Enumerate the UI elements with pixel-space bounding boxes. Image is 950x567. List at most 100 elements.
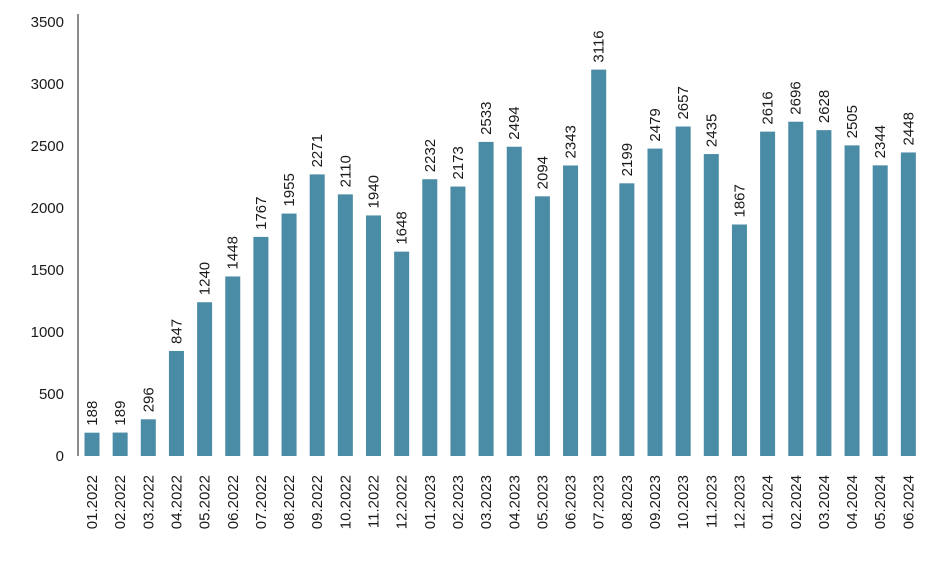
y-tick-label: 1500 (31, 262, 64, 279)
data-label: 1767 (253, 197, 270, 230)
data-label: 2271 (309, 134, 326, 167)
bar (225, 276, 241, 456)
x-tick-label: 04.2023 (506, 475, 523, 529)
x-tick-label: 06.2024 (900, 475, 917, 529)
data-label: 2628 (816, 90, 833, 123)
y-tick-label: 500 (39, 386, 64, 403)
bar (534, 196, 550, 456)
bar (619, 183, 635, 456)
data-label: 296 (140, 387, 157, 412)
data-label: 188 (84, 401, 101, 426)
bar (844, 145, 860, 456)
y-tick-label: 2500 (31, 138, 64, 155)
bar (140, 419, 156, 456)
bar (563, 165, 579, 456)
x-tick-label: 12.2023 (731, 475, 748, 529)
x-tick-label: 10.2023 (675, 475, 692, 529)
data-label: 2657 (675, 86, 692, 119)
data-label: 1867 (731, 184, 748, 217)
data-label: 2110 (337, 155, 354, 187)
x-tick-label: 03.2024 (816, 475, 833, 529)
bar (900, 152, 916, 456)
x-tick-label: 05.2022 (197, 475, 214, 529)
bar (197, 302, 213, 456)
x-tick-label: 11.2022 (366, 475, 383, 528)
x-tick-label: 05.2024 (872, 475, 889, 529)
bar (591, 69, 607, 456)
data-label: 2435 (703, 114, 720, 147)
data-label: 2344 (872, 125, 889, 158)
data-label: 3116 (591, 30, 608, 62)
x-axis-ticks: 01.2022 02.2022 03.2022 04.2022 05.2022 06.20… (84, 475, 917, 529)
y-tick-label: 3000 (31, 76, 64, 93)
x-tick-label: 06.2022 (225, 475, 242, 529)
data-label: 2494 (506, 106, 523, 139)
bar (647, 148, 663, 456)
data-label: 2094 (534, 156, 551, 189)
data-label: 2616 (760, 91, 777, 124)
data-label: 2696 (788, 81, 805, 114)
x-tick-label: 04.2022 (168, 475, 185, 529)
bar (253, 236, 269, 456)
data-label: 2479 (647, 108, 664, 141)
data-label: 2173 (450, 146, 467, 179)
x-tick-label: 01.2023 (422, 475, 439, 529)
bar (872, 165, 888, 456)
y-tick-label: 1000 (31, 324, 64, 341)
bar (337, 194, 353, 457)
x-tick-label: 09.2022 (309, 475, 326, 529)
bar (506, 146, 522, 456)
bar (309, 174, 325, 456)
bars (84, 69, 916, 457)
data-label: 189 (112, 401, 129, 426)
x-tick-label: 02.2023 (450, 475, 467, 529)
x-tick-label: 11.2023 (703, 475, 720, 528)
x-tick-label: 08.2022 (281, 475, 298, 529)
x-tick-label: 07.2023 (591, 475, 608, 529)
bar (112, 432, 128, 456)
bar (422, 179, 438, 456)
data-label: 1940 (366, 175, 383, 208)
data-label: 1240 (197, 262, 214, 295)
x-tick-label: 02.2022 (112, 475, 129, 529)
data-label: 2448 (900, 112, 917, 145)
y-tick-label: 0 (56, 448, 64, 465)
x-tick-label: 03.2023 (478, 475, 495, 529)
bar (703, 154, 719, 456)
bar (168, 350, 184, 456)
x-tick-label: 04.2024 (844, 475, 861, 529)
bar (675, 126, 691, 457)
bar (478, 141, 494, 456)
data-labels: 188 189 296 847 1240 1448 1767 1955 2271 2110 1940… (84, 30, 917, 425)
data-label: 2232 (422, 139, 439, 172)
bar (281, 213, 297, 456)
x-tick-label: 09.2023 (647, 475, 664, 529)
bar (816, 130, 832, 457)
y-tick-label: 2000 (31, 200, 64, 217)
bar (450, 186, 466, 456)
x-tick-label: 01.2022 (84, 475, 101, 529)
x-tick-label: 02.2024 (788, 475, 805, 529)
y-tick-label: 3500 (31, 14, 64, 31)
bar (84, 432, 100, 456)
x-tick-label: 10.2022 (337, 475, 354, 529)
data-label: 1448 (225, 236, 242, 269)
data-label: 2199 (619, 143, 636, 176)
x-tick-label: 07.2022 (253, 475, 270, 529)
x-tick-label: 01.2024 (760, 475, 777, 529)
data-label: 2533 (478, 102, 495, 135)
bar (731, 224, 747, 456)
bar (366, 215, 381, 456)
data-label: 2343 (563, 125, 580, 158)
x-tick-label: 06.2023 (563, 475, 580, 529)
bar (394, 251, 410, 456)
data-label: 1955 (281, 173, 298, 206)
y-axis: 0 500 1000 1500 2000 2500 3000 3500 (31, 14, 64, 465)
bar (788, 121, 804, 457)
x-tick-label: 08.2023 (619, 475, 636, 529)
x-tick-label: 03.2022 (140, 475, 157, 529)
data-label: 1648 (394, 211, 411, 244)
data-label: 2505 (844, 105, 861, 138)
bar (760, 131, 776, 456)
